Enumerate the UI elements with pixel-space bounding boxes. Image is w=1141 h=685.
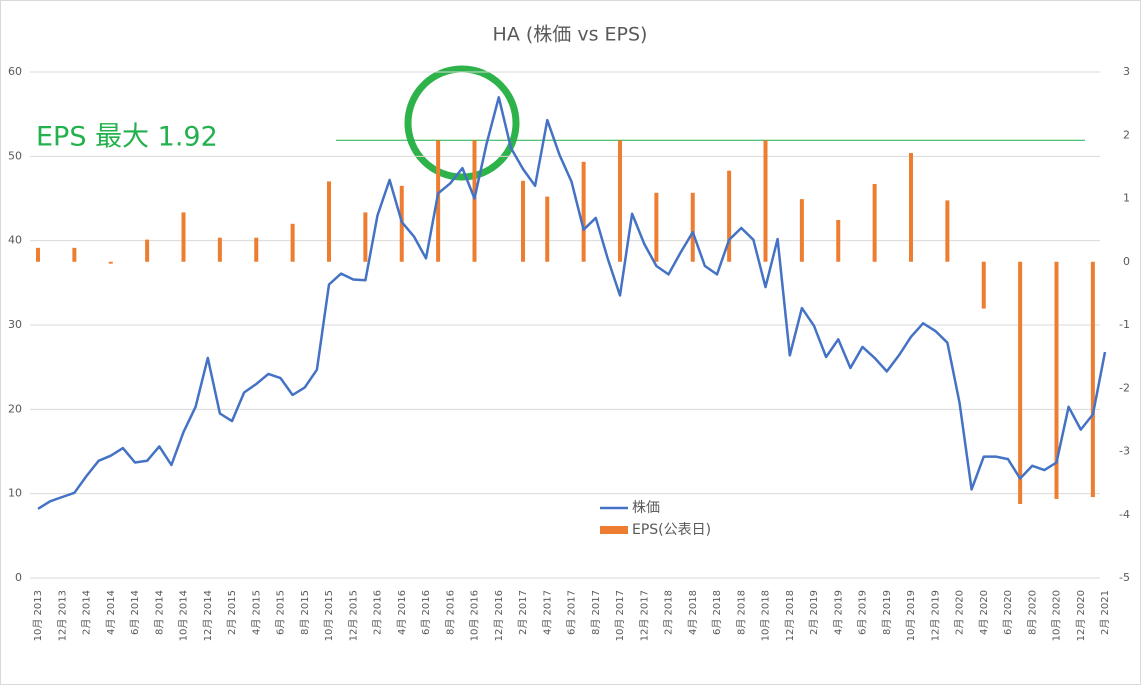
bar <box>763 140 768 262</box>
x-tick-label: 10月 2015 <box>323 590 335 641</box>
bar <box>654 192 659 262</box>
bar <box>799 199 804 262</box>
x-tick-label: 8月 2015 <box>299 590 311 635</box>
x-tick-label: 6月 2015 <box>275 590 287 635</box>
bar <box>945 200 950 262</box>
bar <box>1054 261 1059 499</box>
x-tick-label: 10月 2018 <box>760 590 772 641</box>
bar <box>145 239 150 262</box>
annotation: EPS 最大 1.92 <box>36 122 218 153</box>
x-tick-label: 12月 2020 <box>1075 590 1087 641</box>
x-tick-label: 4月 2018 <box>687 590 699 635</box>
y2-tick-label: 0 <box>1123 255 1130 268</box>
bar <box>72 247 77 262</box>
y-tick-label: 0 <box>15 571 22 584</box>
bar <box>836 220 841 262</box>
x-tick-label: 2月 2018 <box>663 590 675 635</box>
x-tick-label: 6月 2020 <box>1002 590 1014 635</box>
y2-tick-label: 1 <box>1123 192 1130 205</box>
x-tick-label: 12月 2016 <box>493 590 505 641</box>
x-tick-label: 12月 2015 <box>347 590 359 641</box>
bar <box>690 192 695 262</box>
bar <box>472 140 477 262</box>
bar <box>618 140 622 262</box>
y-tick-label: 40 <box>8 234 22 247</box>
x-tick-label: 8月 2017 <box>590 590 602 635</box>
legend-swatch <box>600 526 628 534</box>
bar <box>254 237 259 262</box>
x-tick-label: 2月 2017 <box>517 590 529 635</box>
bar <box>290 223 295 262</box>
x-tick-label: 12月 2013 <box>56 590 68 641</box>
x-tick-label: 10月 2013 <box>32 590 44 641</box>
x-tick-label: 4月 2015 <box>250 590 262 635</box>
y2-tick-label: -1 <box>1119 318 1130 331</box>
bar <box>181 212 186 262</box>
x-tick-label: 8月 2018 <box>735 590 747 635</box>
x-tick-label: 6月 2019 <box>857 590 869 635</box>
x-tick-label: 6月 2017 <box>566 590 578 635</box>
y2-tick-label: -5 <box>1119 571 1130 584</box>
x-tick-label: 2月 2020 <box>954 590 966 635</box>
bar <box>581 161 586 262</box>
x-tick-label: 2月 2014 <box>81 590 93 635</box>
x-tick-label: 4月 2014 <box>105 590 117 635</box>
x-tick-label: 4月 2020 <box>978 590 990 635</box>
x-tick-label: 10月 2017 <box>614 590 626 641</box>
y2-tick-label: -4 <box>1119 508 1130 521</box>
bar <box>981 261 986 309</box>
x-tick-label: 2月 2019 <box>808 590 820 635</box>
y2-tick-label: 3 <box>1123 65 1130 78</box>
y-tick-label: 10 <box>8 487 22 500</box>
x-tick-label: 4月 2019 <box>832 590 844 635</box>
bar <box>108 261 113 264</box>
x-tick-label: 10月 2016 <box>469 590 481 641</box>
x-tick-label: 10月 2020 <box>1051 590 1063 641</box>
x-tick-label: 10月 2014 <box>178 590 190 641</box>
x-tick-label: 12月 2018 <box>784 590 796 641</box>
line <box>37 96 1107 510</box>
x-tick-label: 8月 2016 <box>444 590 456 635</box>
x-tick-label: 12月 2017 <box>638 590 650 641</box>
bar <box>327 181 331 262</box>
x-tick-label: 2月 2016 <box>372 590 384 635</box>
x-tick-label: 12月 2014 <box>202 590 214 641</box>
y2-tick-label: 2 <box>1123 128 1130 141</box>
x-tick-label: 6月 2018 <box>711 590 723 635</box>
x-tick-label: 4月 2016 <box>396 590 408 635</box>
legend-label: 株価 <box>632 500 660 516</box>
x-tick-label: 6月 2016 <box>420 590 432 635</box>
bar <box>1018 261 1023 504</box>
bar <box>217 237 222 262</box>
bar <box>436 140 441 262</box>
x-tick-label: 10月 2019 <box>905 590 917 641</box>
bar <box>909 152 913 262</box>
y-tick-label: 50 <box>8 149 22 162</box>
bar <box>36 247 40 262</box>
legend-label: EPS(公表日) <box>632 522 711 538</box>
y-tick-label: 20 <box>8 402 22 415</box>
x-tick-label: 2月 2021 <box>1099 590 1111 635</box>
y2-tick-label: -3 <box>1119 445 1130 458</box>
x-tick-label: 8月 2014 <box>153 590 165 635</box>
bar <box>521 180 525 262</box>
y-tick-label: 60 <box>8 65 22 78</box>
highlight-circle <box>404 65 520 181</box>
chart-title: HA (株価 vs EPS) <box>493 24 648 46</box>
x-tick-label: 12月 2019 <box>929 590 941 641</box>
x-tick-label: 6月 2014 <box>129 590 141 635</box>
bar <box>872 183 877 262</box>
bar <box>727 170 732 262</box>
y2-tick-label: -2 <box>1119 381 1130 394</box>
bar <box>545 196 550 262</box>
x-tick-label: 8月 2019 <box>881 590 893 635</box>
y-tick-label: 30 <box>8 318 22 331</box>
x-tick-label: 2月 2015 <box>226 590 238 635</box>
bar <box>1090 261 1095 498</box>
bar <box>363 212 368 262</box>
x-tick-label: 4月 2017 <box>541 590 553 635</box>
x-tick-label: 8月 2020 <box>1026 590 1038 635</box>
